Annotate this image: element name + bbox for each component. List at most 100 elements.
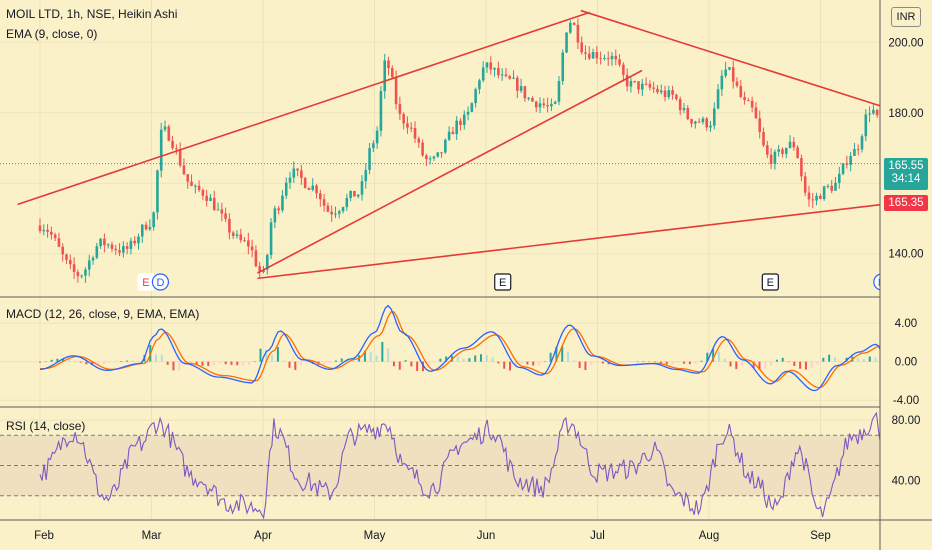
macd-histogram-bar <box>155 354 158 362</box>
macd-signal-line <box>40 311 908 389</box>
price-candle <box>156 169 159 220</box>
macd-histogram-bar <box>694 361 697 364</box>
rsi-tick-label: 80.00 <box>892 415 921 427</box>
macd-histogram-bar <box>242 361 245 366</box>
price-candle <box>103 233 106 253</box>
price-candle <box>425 153 428 167</box>
price-candle <box>754 102 758 119</box>
price-candle <box>515 75 519 99</box>
macd-histogram-bar <box>717 351 720 362</box>
macd-histogram-bar <box>56 358 59 362</box>
price-candle <box>618 53 621 67</box>
macd-histogram-bar <box>68 359 71 362</box>
price-candle <box>91 255 95 265</box>
price-candle <box>61 243 65 262</box>
ema-indicator-label[interactable]: EMA (9, close, 0) <box>6 27 98 41</box>
bar-countdown: 34:14 <box>891 172 921 185</box>
macd-histogram-bar <box>439 358 442 362</box>
macd-histogram-bar <box>189 361 192 364</box>
price-candle <box>159 122 163 178</box>
event-marker-1: D <box>151 273 170 291</box>
price-candle <box>171 135 174 150</box>
price-candle <box>481 61 485 83</box>
macd-histogram-bar <box>596 361 599 363</box>
price-candle <box>273 205 277 229</box>
price-candle <box>625 68 629 92</box>
macd-histogram-bar <box>561 346 564 362</box>
price-candle <box>99 238 102 249</box>
price-candle <box>652 81 655 93</box>
macd-histogram-bar <box>334 360 337 362</box>
macd-histogram-bar <box>833 357 836 362</box>
price-candle <box>292 161 296 183</box>
price-candle <box>330 205 333 222</box>
price-candle <box>379 86 383 137</box>
macd-histogram-bar <box>236 361 239 366</box>
price-candle <box>694 120 697 129</box>
price-candle <box>709 120 712 132</box>
macd-histogram-bar <box>572 360 575 362</box>
price-candle <box>72 257 76 280</box>
price-tick-label: 200.00 <box>888 37 923 49</box>
price-candle <box>527 96 530 101</box>
price-candle <box>178 142 182 168</box>
price-candle <box>837 166 841 189</box>
price-candle <box>228 213 231 240</box>
price-candle <box>747 97 750 102</box>
price-candle <box>792 137 796 151</box>
price-candle <box>656 84 659 95</box>
price-candle <box>788 135 792 149</box>
price-candle <box>402 112 405 130</box>
time-tick-label: Jul <box>590 530 605 542</box>
price-candle <box>398 96 402 121</box>
price-candle <box>489 56 493 75</box>
price-candle <box>421 139 424 157</box>
price-candle <box>648 80 652 91</box>
price-candle <box>57 232 61 248</box>
macd-histogram-bar <box>607 361 610 365</box>
macd-histogram-bar <box>503 361 506 369</box>
macd-histogram-bar <box>73 360 76 362</box>
macd-histogram-bar <box>810 361 813 369</box>
price-candle <box>644 77 648 86</box>
price-candle <box>281 190 284 213</box>
price-candle <box>629 77 633 93</box>
macd-histogram-bar <box>294 361 297 370</box>
price-candle <box>800 154 803 182</box>
ema-price-badge: 165.35 <box>884 195 928 211</box>
macd-indicator-label[interactable]: MACD (12, 26, close, 9, EMA, EMA) <box>6 307 200 321</box>
macd-histogram-bar <box>619 361 622 363</box>
price-candle <box>84 267 87 283</box>
macd-histogram-bar <box>131 360 134 362</box>
macd-histogram-bar <box>712 348 715 362</box>
price-candle <box>53 232 57 242</box>
price-candle <box>341 206 345 214</box>
price-candle <box>845 155 849 169</box>
macd-histogram-bar <box>729 361 732 367</box>
macd-histogram-bar <box>636 361 639 363</box>
macd-histogram-bar <box>549 352 552 362</box>
price-candle <box>504 67 508 78</box>
event-marker-2: E <box>494 273 512 291</box>
macd-histogram-bar <box>369 351 372 362</box>
macd-histogram-bar <box>828 354 831 362</box>
macd-line <box>39 304 908 392</box>
price-candle <box>659 84 663 95</box>
currency-button[interactable]: INR <box>891 7 921 27</box>
macd-histogram-bar <box>775 359 778 362</box>
price-candle <box>606 51 610 66</box>
rsi-indicator-label[interactable]: RSI (14, close) <box>6 419 86 433</box>
price-candle <box>163 120 167 132</box>
price-candle <box>538 97 542 113</box>
price-candle <box>603 54 606 61</box>
price-candle <box>239 228 243 243</box>
price-candle <box>197 180 201 193</box>
price-candle <box>409 122 413 133</box>
macd-histogram-bar <box>526 361 529 365</box>
macd-tick-label: 0.00 <box>895 357 917 369</box>
price-candle <box>773 149 777 170</box>
time-tick-label: Apr <box>254 530 272 542</box>
price-candle <box>87 254 91 277</box>
